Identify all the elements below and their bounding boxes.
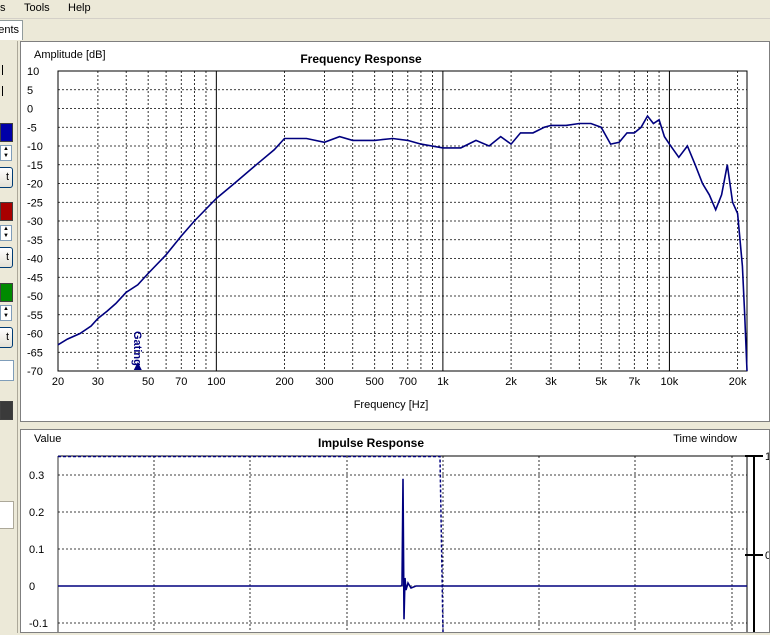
frequency-tick-label: 10k bbox=[661, 376, 679, 388]
amplitude-tick-label: 0 bbox=[27, 104, 33, 116]
amplitude-tick-label: -70 bbox=[27, 366, 43, 378]
spin-stepper[interactable]: ▲ ▼ bbox=[0, 225, 12, 241]
amplitude-tick-label: -40 bbox=[27, 254, 43, 266]
value-tick-label: 0.2 bbox=[29, 507, 44, 519]
color-swatch-green[interactable] bbox=[0, 283, 13, 302]
frequency-tick-label: 100 bbox=[207, 376, 225, 388]
amplitude-tick-label: 10 bbox=[27, 66, 39, 78]
tick-mark bbox=[2, 86, 3, 96]
menu-item-tools[interactable]: Tools bbox=[24, 2, 50, 14]
amplitude-axis-label: Amplitude [dB] bbox=[34, 49, 106, 61]
frequency-response-title: Frequency Response bbox=[300, 52, 422, 66]
spin-stepper[interactable]: ▲ ▼ bbox=[0, 305, 12, 321]
spin-down-icon[interactable]: ▼ bbox=[3, 233, 9, 239]
value-tick-label: 0 bbox=[29, 581, 35, 593]
spin-up-icon[interactable]: ▲ bbox=[3, 306, 9, 312]
frequency-tick-label: 20 bbox=[52, 376, 64, 388]
frequency-tick-label: 200 bbox=[275, 376, 293, 388]
frequency-tick-label: 2k bbox=[505, 376, 517, 388]
frequency-tick-label: 500 bbox=[366, 376, 384, 388]
frequency-tick-label: 20k bbox=[729, 376, 747, 388]
time-window-scale[interactable]: 1 0 bbox=[745, 451, 770, 632]
amplitude-tick-label: 5 bbox=[27, 85, 33, 97]
frequency-axis-label: Frequency [Hz] bbox=[354, 399, 429, 411]
frequency-tick-label: 1k bbox=[437, 376, 449, 388]
amplitude-tick-label: -15 bbox=[27, 160, 43, 172]
time-window-scale-label: 0 bbox=[765, 550, 769, 562]
tab-strip: ents bbox=[0, 19, 770, 41]
frequency-tick-label: 3k bbox=[545, 376, 557, 388]
value-field[interactable] bbox=[0, 501, 14, 529]
menu-bar: s Tools Help bbox=[0, 0, 770, 19]
amplitude-tick-label: -45 bbox=[27, 272, 43, 284]
impulse-response-curve bbox=[58, 478, 747, 620]
frequency-tick-label: 5k bbox=[595, 376, 607, 388]
frequency-tick-label: 30 bbox=[92, 376, 104, 388]
value-tick-label: 0.3 bbox=[29, 470, 44, 482]
color-swatch-gray[interactable] bbox=[0, 401, 13, 420]
gating-marker-icon[interactable] bbox=[133, 362, 142, 370]
plot-frame bbox=[57, 70, 748, 372]
tab-measurements[interactable]: ents bbox=[0, 20, 23, 40]
amplitude-tick-label: -25 bbox=[27, 197, 43, 209]
amplitude-tick-label: -10 bbox=[27, 141, 43, 153]
amplitude-tick-label: -5 bbox=[27, 122, 37, 134]
spin-up-icon[interactable]: ▲ bbox=[3, 226, 9, 232]
amplitude-tick-label: -65 bbox=[27, 347, 43, 359]
value-tick-label: -0.1 bbox=[29, 618, 48, 630]
time-window-scale-label: 1 bbox=[765, 451, 769, 463]
frequency-response-panel[interactable]: 10 5 0 -5 -10 -15 -20 -25 -30 -35 -40 -45 -50 -55 -60-… bbox=[20, 41, 770, 422]
spin-down-icon[interactable]: ▼ bbox=[3, 153, 9, 159]
menu-item-options[interactable]: s bbox=[0, 2, 6, 14]
amplitude-tick-label: -55 bbox=[27, 310, 43, 322]
frequency-response-curve bbox=[57, 114, 748, 372]
trace-button-2[interactable]: t bbox=[0, 247, 13, 268]
amplitude-tick-label: -50 bbox=[27, 291, 43, 303]
amplitude-tick-label: -20 bbox=[27, 179, 43, 191]
impulse-response-chart[interactable]: 0.3 0.2 0.1 0 -0.1 Impulse Response Value Ti… bbox=[21, 430, 770, 633]
time-window-outline[interactable] bbox=[58, 455, 444, 633]
trace-button-1[interactable]: t bbox=[0, 167, 13, 188]
tick-mark bbox=[2, 65, 3, 75]
frequency-response-chart[interactable]: 1050-5-10-15-20-25-30-35-40-45-50-55-60-… bbox=[21, 42, 769, 421]
left-control-panel: ▲ ▼ t ▲ ▼ t ▲ ▼ t bbox=[0, 41, 18, 633]
amplitude-tick-label: -35 bbox=[27, 235, 43, 247]
spin-stepper[interactable]: ▲ ▼ bbox=[0, 145, 12, 161]
impulse-response-title: Impulse Response bbox=[318, 436, 424, 450]
amplitude-tick-label: -30 bbox=[27, 216, 43, 228]
gating-marker-label: Gating bbox=[131, 331, 143, 366]
amplitude-tick-label: -60 bbox=[27, 329, 43, 341]
value-field[interactable] bbox=[0, 360, 14, 381]
color-swatch-red[interactable] bbox=[0, 202, 13, 221]
value-tick-label: 0.1 bbox=[29, 544, 44, 556]
frequency-tick-label: 7k bbox=[629, 376, 641, 388]
color-swatch-blue[interactable] bbox=[0, 123, 13, 142]
menu-item-help[interactable]: Help bbox=[68, 2, 91, 14]
trace-button-3[interactable]: t bbox=[0, 327, 13, 348]
frequency-tick-label: 70 bbox=[175, 376, 187, 388]
frequency-tick-label: 700 bbox=[399, 376, 417, 388]
value-axis-label: Value bbox=[34, 433, 61, 445]
time-window-label: Time window bbox=[673, 433, 737, 445]
spin-up-icon[interactable]: ▲ bbox=[3, 146, 9, 152]
frequency-tick-label: 300 bbox=[315, 376, 333, 388]
frequency-tick-label: 50 bbox=[142, 376, 154, 388]
spin-down-icon[interactable]: ▼ bbox=[3, 313, 9, 319]
impulse-response-panel[interactable]: 0.3 0.2 0.1 0 -0.1 Impulse Response Value Ti… bbox=[20, 429, 770, 633]
